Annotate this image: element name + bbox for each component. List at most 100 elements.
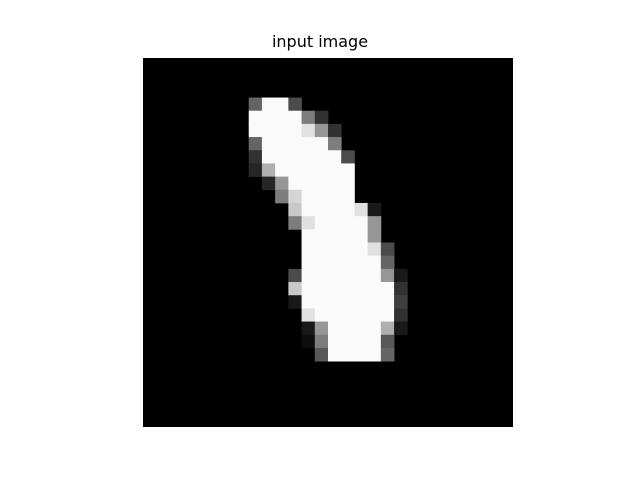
pixel-cell bbox=[354, 229, 369, 243]
pixel-cell bbox=[261, 137, 276, 151]
pixel-cell bbox=[380, 242, 395, 257]
pixel-cell bbox=[328, 202, 342, 217]
pixel-cell bbox=[328, 176, 342, 191]
pixel-cell bbox=[275, 163, 289, 178]
pixel-cell bbox=[301, 255, 316, 270]
pixel-cell bbox=[301, 242, 316, 257]
pixel-cell bbox=[328, 163, 342, 178]
pixel-cell bbox=[367, 295, 382, 309]
pixel-cell bbox=[275, 97, 289, 112]
pixel-cell bbox=[328, 282, 342, 296]
pixel-cell bbox=[288, 268, 302, 283]
pixel-cell bbox=[314, 189, 329, 204]
pixel-cell bbox=[288, 295, 302, 309]
pixel-cell bbox=[275, 150, 289, 164]
pixel-cell bbox=[314, 123, 329, 138]
pixel-cell bbox=[394, 321, 408, 336]
pixel-cell bbox=[301, 176, 316, 191]
pixel-cell bbox=[354, 242, 369, 257]
pixel-cell bbox=[367, 229, 382, 243]
pixel-cell bbox=[314, 202, 329, 217]
pixel-cell bbox=[380, 334, 395, 349]
pixel-cell bbox=[288, 163, 302, 178]
pixel-cell bbox=[354, 321, 369, 336]
pixel-cell bbox=[314, 242, 329, 257]
pixel-cell bbox=[261, 97, 276, 112]
pixel-cell bbox=[301, 189, 316, 204]
pixel-cell bbox=[314, 295, 329, 309]
pixel-cell bbox=[367, 334, 382, 349]
pixel-cell bbox=[261, 176, 276, 191]
pixel-cell bbox=[248, 137, 263, 151]
pixel-cell bbox=[354, 216, 369, 230]
pixel-cell bbox=[288, 216, 302, 230]
pixel-cell bbox=[341, 163, 355, 178]
pixel-cell bbox=[328, 308, 342, 322]
pixel-cell bbox=[354, 334, 369, 349]
pixel-cell bbox=[328, 321, 342, 336]
pixel-cell bbox=[354, 308, 369, 322]
pixel-cell bbox=[248, 123, 263, 138]
pixel-cell bbox=[301, 268, 316, 283]
pixel-cell bbox=[288, 150, 302, 164]
pixel-cell bbox=[354, 295, 369, 309]
pixel-cell bbox=[301, 295, 316, 309]
pixel-cell bbox=[354, 268, 369, 283]
pixel-cell bbox=[275, 176, 289, 191]
pixel-cell bbox=[301, 308, 316, 322]
image-heatmap bbox=[143, 58, 513, 427]
pixel-cell bbox=[328, 150, 342, 164]
pixel-cell bbox=[261, 123, 276, 138]
pixel-cell bbox=[314, 321, 329, 336]
pixel-cell bbox=[367, 202, 382, 217]
pixel-cell bbox=[394, 295, 408, 309]
pixel-cell bbox=[328, 295, 342, 309]
pixel-cell bbox=[248, 97, 263, 112]
pixel-cell bbox=[341, 347, 355, 362]
pixel-cell bbox=[341, 242, 355, 257]
pixel-cell bbox=[288, 189, 302, 204]
pixel-cell bbox=[261, 150, 276, 164]
pixel-cell bbox=[380, 347, 395, 362]
pixel-cell bbox=[301, 137, 316, 151]
pixel-cell bbox=[341, 268, 355, 283]
pixel-cell bbox=[275, 110, 289, 125]
pixel-cell bbox=[314, 137, 329, 151]
pixel-cell bbox=[367, 282, 382, 296]
pixel-cell bbox=[314, 308, 329, 322]
pixel-cell bbox=[314, 347, 329, 362]
pixel-cell bbox=[341, 334, 355, 349]
pixel-cell bbox=[314, 150, 329, 164]
pixel-cell bbox=[301, 229, 316, 243]
pixel-cell bbox=[288, 282, 302, 296]
pixel-cell bbox=[248, 150, 263, 164]
pixel-cell bbox=[314, 176, 329, 191]
pixel-cell bbox=[248, 110, 263, 125]
pixel-cell bbox=[314, 334, 329, 349]
pixel-cell bbox=[341, 308, 355, 322]
pixel-cell bbox=[275, 123, 289, 138]
pixel-cell bbox=[380, 255, 395, 270]
pixel-cell bbox=[380, 268, 395, 283]
pixel-cell bbox=[394, 308, 408, 322]
pixel-cell bbox=[301, 110, 316, 125]
pixel-cell bbox=[341, 202, 355, 217]
pixel-cell bbox=[314, 163, 329, 178]
pixel-cell bbox=[380, 321, 395, 336]
pixel-cell bbox=[367, 255, 382, 270]
pixel-cell bbox=[328, 242, 342, 257]
pixel-cell bbox=[314, 255, 329, 270]
pixel-cell bbox=[341, 189, 355, 204]
pixel-cell bbox=[288, 123, 302, 138]
pixel-cell bbox=[261, 110, 276, 125]
pixel-cell bbox=[394, 268, 408, 283]
pixel-cell bbox=[301, 163, 316, 178]
pixel-cell bbox=[380, 308, 395, 322]
pixel-cell bbox=[341, 295, 355, 309]
pixel-cell bbox=[301, 123, 316, 138]
pixel-cell bbox=[314, 216, 329, 230]
pixel-cell bbox=[367, 321, 382, 336]
pixel-cell bbox=[394, 282, 408, 296]
pixel-cell bbox=[314, 282, 329, 296]
